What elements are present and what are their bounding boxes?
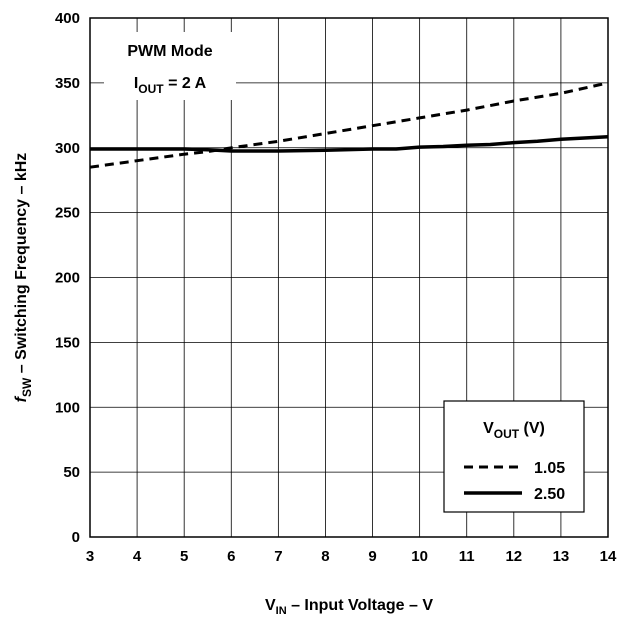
x-axis-title: VIN – Input Voltage – V <box>265 597 433 617</box>
y-tick-label: 100 <box>55 399 80 416</box>
annotation-mode-text: PWM Mode <box>127 43 212 60</box>
x-tick-label: 8 <box>321 548 329 565</box>
x-tick-labels: 3 4 5 6 7 8 9 10 11 12 13 14 <box>86 548 617 565</box>
x-tick-label: 13 <box>553 548 570 565</box>
annotation-current-main: I <box>134 75 138 92</box>
annotation-current-rest: = 2 A <box>164 75 207 92</box>
annotation-current-text: IOUT = 2 A <box>134 75 207 96</box>
legend-title-main: V <box>483 420 494 437</box>
legend-entries: 1.05 2.50 <box>464 460 565 503</box>
x-tick-label: 7 <box>274 548 282 565</box>
x-tick-label: 4 <box>133 548 142 565</box>
x-axis-title-main: V <box>265 597 276 614</box>
y-axis-title-sub: SW <box>20 377 34 397</box>
y-tick-label: 400 <box>55 10 80 27</box>
x-axis-title-rest: – Input Voltage – V <box>287 597 434 614</box>
legend-title-sub: OUT <box>494 427 520 441</box>
legend-title-rest: (V) <box>519 420 545 437</box>
legend-label: 1.05 <box>534 460 565 477</box>
annotation-current-sub: OUT <box>138 82 164 96</box>
series-line-1-05 <box>89 81 609 169</box>
y-tick-label: 150 <box>55 334 80 351</box>
annotation-box: PWM Mode IOUT = 2 A <box>104 32 236 100</box>
legend-label: 2.50 <box>534 486 565 503</box>
x-tick-label: 6 <box>227 548 235 565</box>
x-tick-label: 3 <box>86 548 94 565</box>
x-tick-label: 11 <box>459 548 475 565</box>
x-tick-label: 5 <box>180 548 188 565</box>
y-tick-label: 0 <box>72 529 80 546</box>
x-tick-label: 9 <box>368 548 376 565</box>
y-tick-label: 300 <box>55 140 80 157</box>
y-axis-title-rest: – Switching Frequency – kHz <box>13 153 30 378</box>
y-tick-label: 350 <box>55 75 80 92</box>
series-line-2-50 <box>90 134 609 153</box>
x-tick-label: 14 <box>600 548 617 565</box>
legend: VOUT (V) 1.05 2.50 <box>443 400 585 513</box>
y-tick-label: 200 <box>55 270 80 287</box>
x-axis-title-sub: IN <box>276 605 287 617</box>
annotation-background <box>104 32 236 100</box>
x-tick-label: 12 <box>505 548 522 565</box>
y-axis-title-main: f <box>13 395 30 402</box>
y-tick-labels: 0 50 100 150 200 250 300 350 400 <box>55 10 80 546</box>
y-tick-label: 250 <box>55 205 80 222</box>
legend-title: VOUT (V) <box>483 420 545 441</box>
plot-frame <box>89 17 609 538</box>
series-layer <box>89 81 609 169</box>
y-tick-label: 50 <box>63 464 80 481</box>
y-axis-title: fSW – Switching Frequency – kHz <box>13 153 34 403</box>
x-tick-label: 10 <box>411 548 428 565</box>
